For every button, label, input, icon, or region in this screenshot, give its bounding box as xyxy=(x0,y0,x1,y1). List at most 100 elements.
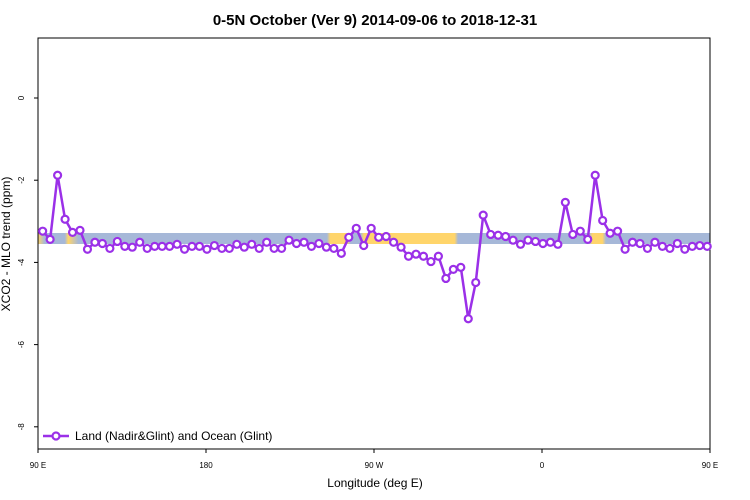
data-point xyxy=(306,241,317,251)
data-point xyxy=(179,244,190,254)
data-point xyxy=(426,256,436,267)
data-point xyxy=(493,230,503,240)
data-point xyxy=(687,241,697,251)
data-point xyxy=(262,237,272,247)
data-point xyxy=(568,229,578,240)
data-point xyxy=(560,197,570,207)
data-point xyxy=(194,241,205,251)
data-point xyxy=(209,240,219,251)
data-point xyxy=(702,241,712,251)
data-point xyxy=(45,234,55,244)
data-point xyxy=(60,214,70,224)
data-point xyxy=(75,225,85,235)
data-point xyxy=(239,242,249,252)
data-point xyxy=(680,244,690,254)
data-point xyxy=(232,239,242,249)
data-point xyxy=(635,238,645,249)
data-point xyxy=(538,238,548,249)
data-point xyxy=(344,232,354,242)
data-point xyxy=(530,236,541,247)
data-point xyxy=(612,226,623,236)
data-point xyxy=(523,235,533,245)
data-point xyxy=(486,229,496,240)
data-point xyxy=(657,241,668,251)
data-point xyxy=(627,237,638,247)
data-point xyxy=(269,243,279,254)
data-point xyxy=(583,234,593,244)
data-point xyxy=(90,237,100,247)
data-point xyxy=(456,262,466,272)
data-line xyxy=(41,175,708,319)
data-point xyxy=(329,243,339,254)
data-point xyxy=(38,226,48,236)
data-point xyxy=(665,243,675,254)
data-point xyxy=(508,235,518,245)
data-point xyxy=(202,244,212,254)
legend-label: Land (Nadir&Glint) and Ocean (Glint) xyxy=(75,429,272,443)
data-point xyxy=(82,244,93,254)
data-point xyxy=(501,231,511,242)
data-point xyxy=(553,239,563,249)
data-point xyxy=(224,243,234,254)
data-point xyxy=(112,236,122,247)
data-point xyxy=(471,277,481,288)
data-point xyxy=(187,241,197,251)
data-point xyxy=(97,238,108,249)
data-point xyxy=(448,264,458,274)
data-point xyxy=(366,223,376,233)
data-point xyxy=(284,235,294,245)
data-point xyxy=(620,244,630,254)
data-point xyxy=(590,170,600,180)
data-point xyxy=(605,228,615,238)
data-point xyxy=(52,170,63,180)
data-point xyxy=(545,237,556,247)
data-point xyxy=(142,243,152,254)
data-point xyxy=(478,210,488,220)
data-point xyxy=(217,243,227,254)
data-point xyxy=(157,241,167,251)
data-point xyxy=(575,226,585,236)
x-axis-label: Longitude (deg E) xyxy=(327,476,422,490)
x-tick-label: 90 W xyxy=(365,461,384,470)
data-point xyxy=(441,273,451,284)
data-point xyxy=(403,251,414,261)
data-point xyxy=(254,243,264,254)
data-point xyxy=(314,238,324,249)
data-point xyxy=(299,237,309,247)
data-point xyxy=(374,232,384,242)
y-tick-label: 0 xyxy=(17,95,26,100)
data-point xyxy=(389,237,399,247)
x-tick-label: 90 E xyxy=(30,461,46,470)
surface-band xyxy=(38,233,710,244)
data-point xyxy=(672,238,682,249)
data-point xyxy=(172,239,182,249)
data-point xyxy=(67,227,78,238)
data-point xyxy=(135,237,145,247)
chart-title: 0-5N October (Ver 9) 2014-09-06 to 2018-… xyxy=(213,12,537,29)
y-tick-label: -4 xyxy=(17,258,26,266)
y-tick-label: -8 xyxy=(17,423,26,431)
data-point xyxy=(433,251,443,261)
data-point xyxy=(277,243,287,254)
legend-swatch-marker xyxy=(51,431,61,441)
data-point xyxy=(127,242,137,252)
data-point xyxy=(105,243,115,254)
data-point xyxy=(411,249,421,259)
data-point xyxy=(642,243,653,254)
data-point xyxy=(381,231,391,242)
data-point xyxy=(150,241,160,251)
data-point xyxy=(463,314,473,324)
data-point xyxy=(418,251,429,261)
y-axis-label: XCO2 - MLO trend (ppm) xyxy=(0,177,13,312)
data-point xyxy=(165,241,175,251)
data-point xyxy=(359,240,369,251)
data-point xyxy=(650,237,660,247)
data-point xyxy=(515,239,526,249)
data-point xyxy=(321,242,331,252)
data-point xyxy=(396,242,406,252)
y-tick-label: -2 xyxy=(17,176,26,184)
data-point xyxy=(247,239,257,249)
data-point xyxy=(291,238,302,249)
data-point xyxy=(120,241,130,251)
